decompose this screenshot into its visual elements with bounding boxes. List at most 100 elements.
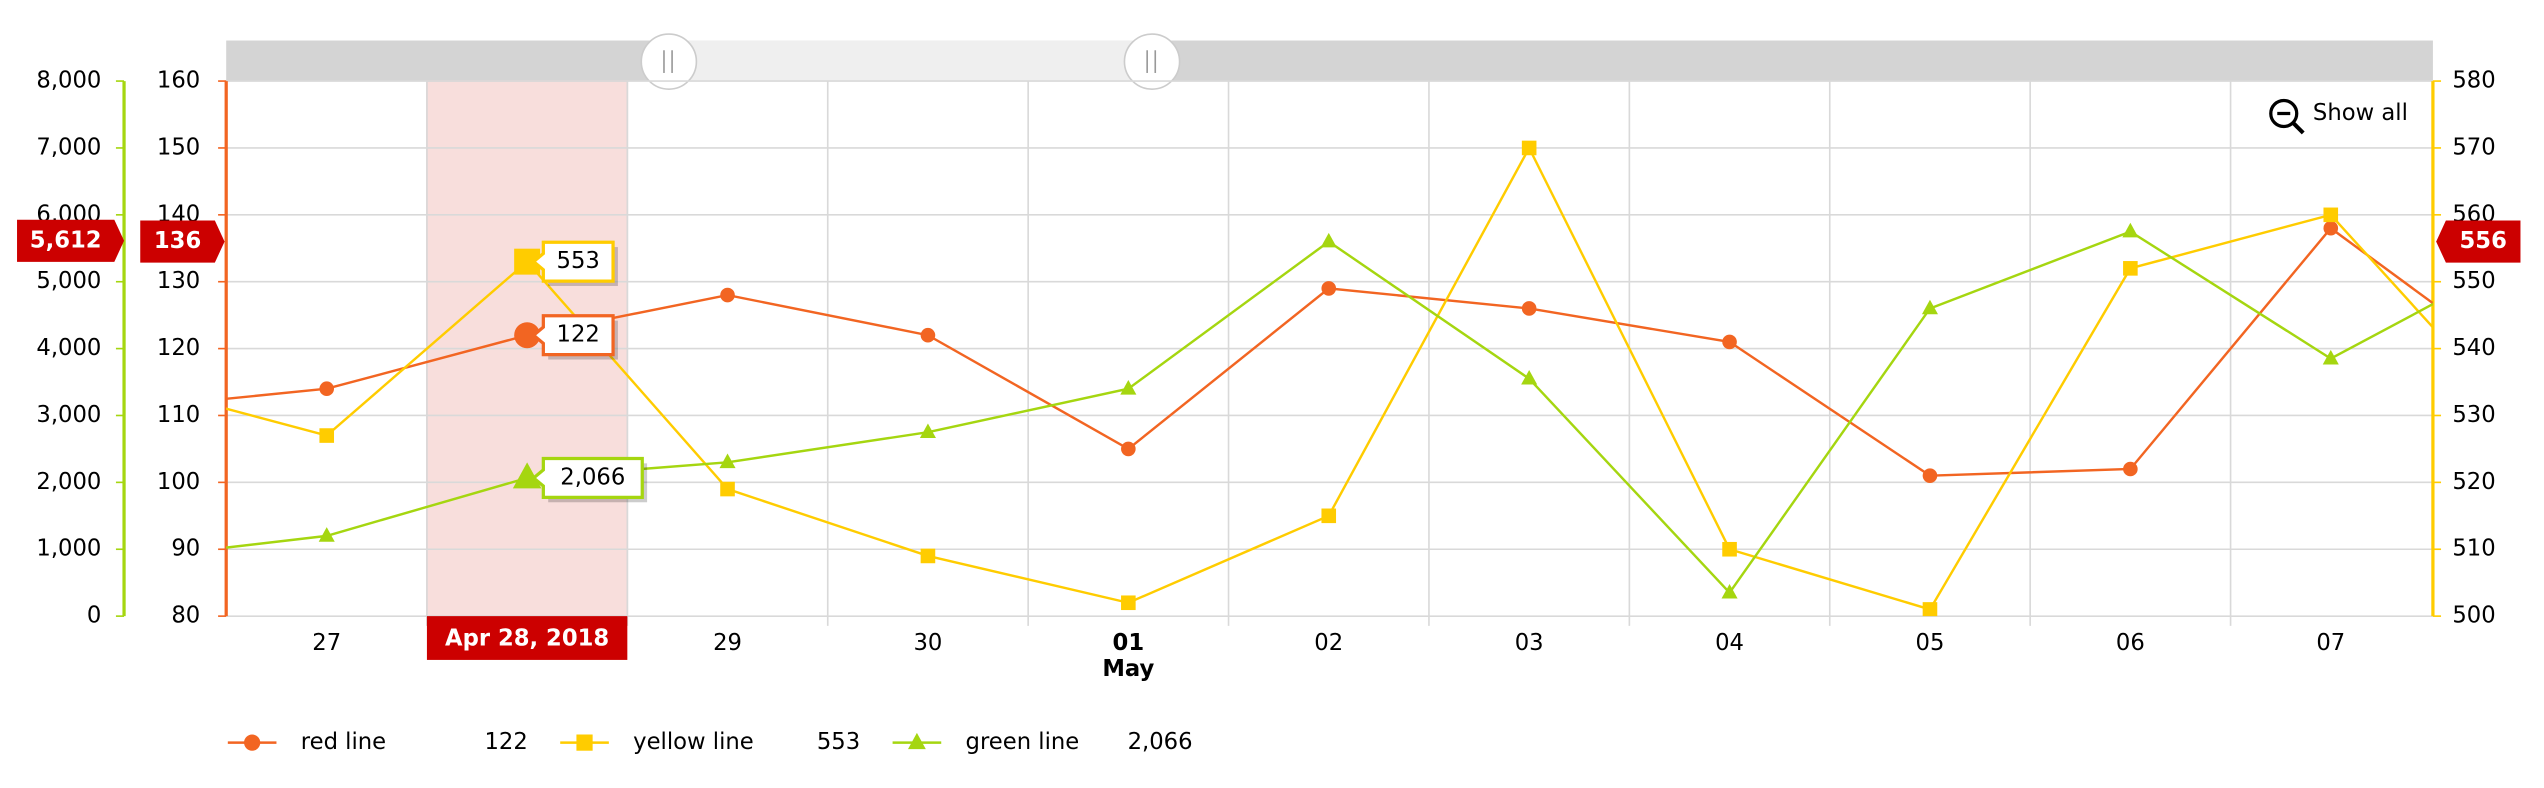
x-tick-label: 29: [713, 630, 742, 656]
x-tick-label: Apr 28, 2018: [445, 625, 609, 651]
data-point: [1321, 281, 1337, 296]
y-tick-label: 80: [171, 603, 200, 629]
scrollbar-track: [226, 40, 2433, 82]
y3-tick-label: 1,000: [36, 536, 101, 562]
data-point: [920, 548, 936, 564]
data-point: [1721, 583, 1738, 599]
data-point: [920, 327, 936, 343]
data-point: [319, 428, 335, 443]
y2-tick-label: 510: [2452, 536, 2495, 562]
x-tick-label: 06: [2116, 630, 2145, 656]
cursor-label-bg: [17, 219, 125, 262]
x-tick-label: 07: [2316, 630, 2345, 656]
data-point: [319, 381, 335, 397]
y3-tick-label: 5,000: [36, 268, 101, 294]
y2-tick-label: 520: [2452, 469, 2495, 495]
legend-marker: [244, 734, 261, 751]
legend-marker: [907, 732, 926, 750]
x-tick-label: 27: [312, 630, 341, 656]
legend-label: red line: [301, 729, 386, 755]
y-tick-label: 160: [157, 68, 200, 94]
data-point: [119, 401, 134, 416]
tooltip-label: 122: [557, 322, 600, 348]
y2-tick-label: 530: [2452, 402, 2495, 428]
data-point: [1922, 602, 1938, 617]
data-point: [1120, 379, 1137, 395]
legend-value: 122: [484, 729, 527, 755]
data-point: [2123, 461, 2138, 477]
scrollbar-thumb[interactable]: [668, 40, 1153, 82]
data-point: [318, 527, 335, 542]
data-point: [1922, 468, 1938, 483]
y3-tick-label: 2,000: [36, 469, 101, 495]
y3-tick-label: 0: [87, 603, 101, 629]
legend-value: 553: [817, 729, 860, 755]
x-tick-label: 30: [914, 630, 943, 656]
tooltip-box: [531, 240, 615, 283]
y3-tick-label: 4,000: [36, 335, 101, 361]
y2-tick-label: 550: [2452, 268, 2495, 294]
data-point: [1722, 541, 1737, 557]
x-tick-label: 02: [1314, 630, 1343, 656]
y2-tick-label: 500: [2452, 603, 2495, 629]
data-point: [2322, 349, 2339, 365]
y-tick-label: 120: [157, 335, 200, 361]
cursor-label-bg: [140, 220, 225, 263]
data-point: [2123, 261, 2138, 276]
tooltip-box: [531, 314, 615, 357]
data-point: [2524, 368, 2539, 383]
data-point: [1121, 595, 1136, 611]
x-tick-label: 03: [1515, 630, 1544, 656]
x-tick-label: 04: [1715, 630, 1744, 656]
data-point: [1321, 508, 1337, 524]
data-point: [1521, 301, 1537, 316]
cursor-label-bg: [2436, 220, 2521, 263]
tooltip-label: 2,066: [560, 464, 625, 490]
cursor-label: 556: [2460, 228, 2507, 254]
x-tick-label: 05: [1916, 630, 1945, 656]
scrollbar-grip-left[interactable]: [640, 33, 698, 90]
data-point: [119, 375, 134, 390]
y-tick-label: 90: [171, 536, 200, 562]
y-tick-label: 150: [157, 134, 200, 160]
plot-area: [118, 140, 2539, 617]
data-point: [2122, 222, 2139, 238]
data-point: [2523, 243, 2539, 258]
data-point: [514, 322, 541, 349]
data-point: [1320, 232, 1337, 248]
data-point: [118, 551, 134, 566]
tooltip-label: 553: [557, 248, 600, 274]
cursor-label: 136: [154, 228, 201, 254]
data-point: [719, 453, 736, 469]
scrollbar-grip-right[interactable]: [1123, 33, 1181, 90]
y3-tick-label: 7,000: [36, 134, 101, 160]
y-tick-label: 110: [157, 402, 200, 428]
data-point: [1521, 140, 1537, 156]
x-tick-label: 01: [1113, 630, 1145, 656]
data-point: [2524, 428, 2539, 443]
data-point: [1521, 369, 1538, 385]
tooltip-box: [531, 456, 644, 500]
y3-tick-label: 3,000: [36, 402, 101, 428]
data-point: [720, 481, 735, 497]
cursor-label: 5,612: [30, 227, 102, 253]
y2-tick-label: 570: [2452, 134, 2495, 160]
data-point: [512, 462, 542, 489]
legend-value: 2,066: [1128, 729, 1193, 755]
x-highlight-label-bg: [426, 616, 628, 660]
data-point: [1121, 441, 1136, 457]
legend-label: yellow line: [633, 729, 754, 755]
x-tick-sublabel: May: [1102, 656, 1154, 682]
data-point: [919, 423, 936, 439]
legend-marker: [576, 734, 593, 751]
y2-tick-label: 540: [2452, 335, 2495, 361]
zoom-label[interactable]: Show all: [2313, 100, 2408, 126]
legend-label: green line: [966, 729, 1080, 755]
y3-tick-label: 8,000: [36, 68, 101, 94]
data-point: [1921, 299, 1938, 315]
data-point: [1722, 334, 1737, 350]
zoom-button[interactable]: Show all: [2269, 98, 2408, 135]
data-point: [720, 287, 735, 303]
data-point: [2323, 207, 2339, 223]
